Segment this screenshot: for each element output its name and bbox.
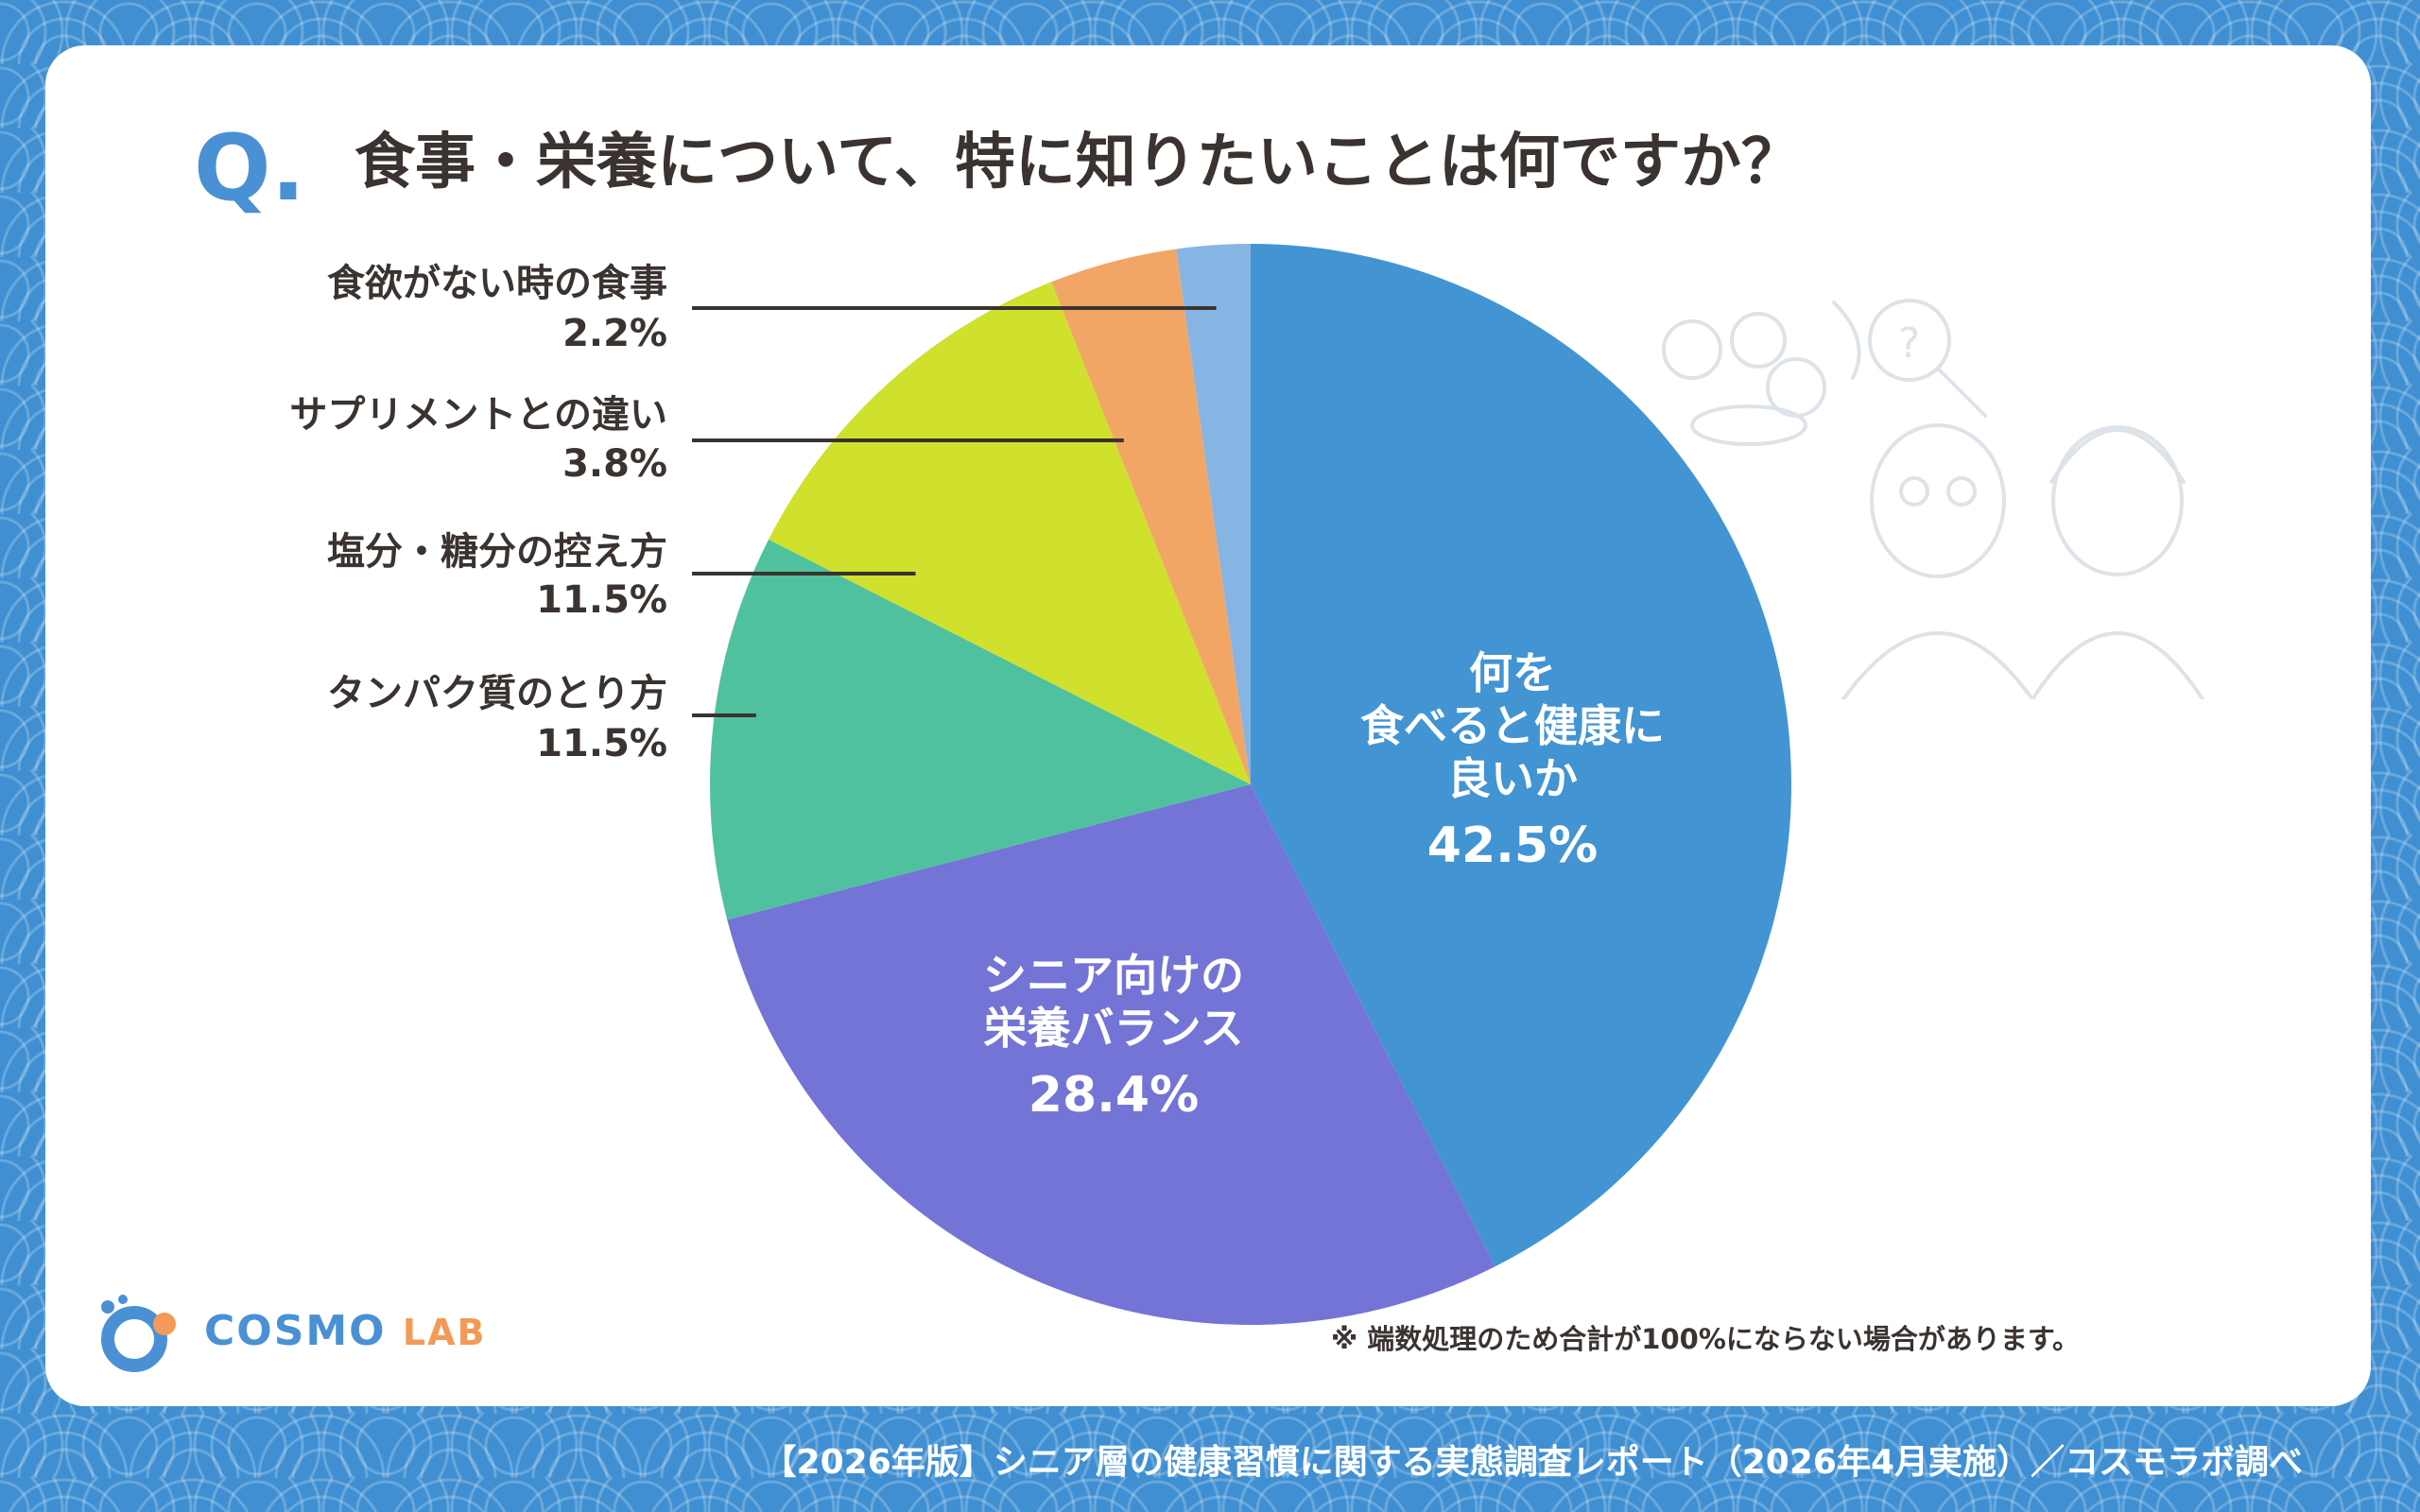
slice-label: 塩分・糖分の控え方 (327, 530, 667, 574)
logo-suffix: LAB (403, 1312, 487, 1353)
slice-label: タンパク質のとり方 (327, 672, 667, 715)
cosmo-lab-logo-text: COSMO LAB (204, 1307, 487, 1355)
rounding-note: ※ 端数処理のため合計が100%にならない場合があります。 (1331, 1317, 2080, 1357)
slice-value-label: 2.2% (562, 312, 667, 355)
slice-label: サプリメントとの違い (289, 393, 667, 437)
footer-source: 【2026年版】シニア層の健康習慣に関する実態調査レポート（2026年4月実施）… (763, 1435, 2303, 1484)
slice-value-label: 42.5% (1427, 817, 1598, 874)
slice-label: 何を (1469, 647, 1556, 698)
slice-value-label: 3.8% (562, 442, 667, 486)
slice-label: 食欲がない時の食事 (327, 262, 667, 305)
cosmo-lab-logo-mark (91, 1290, 195, 1375)
slice-value-label: 28.4% (1028, 1067, 1199, 1124)
cosmo-lab-logo: COSMO LAB (91, 1290, 469, 1375)
slice-label: 良いか (1447, 753, 1578, 804)
logo-name: COSMO (204, 1307, 387, 1355)
slice-label: 栄養バランス (983, 1003, 1243, 1054)
slice-label: 食べると健康に (1360, 700, 1665, 751)
slice-label: シニア向けの (983, 950, 1244, 1001)
slice-value-label: 11.5% (536, 578, 667, 622)
slice-value-label: 11.5% (536, 722, 667, 765)
